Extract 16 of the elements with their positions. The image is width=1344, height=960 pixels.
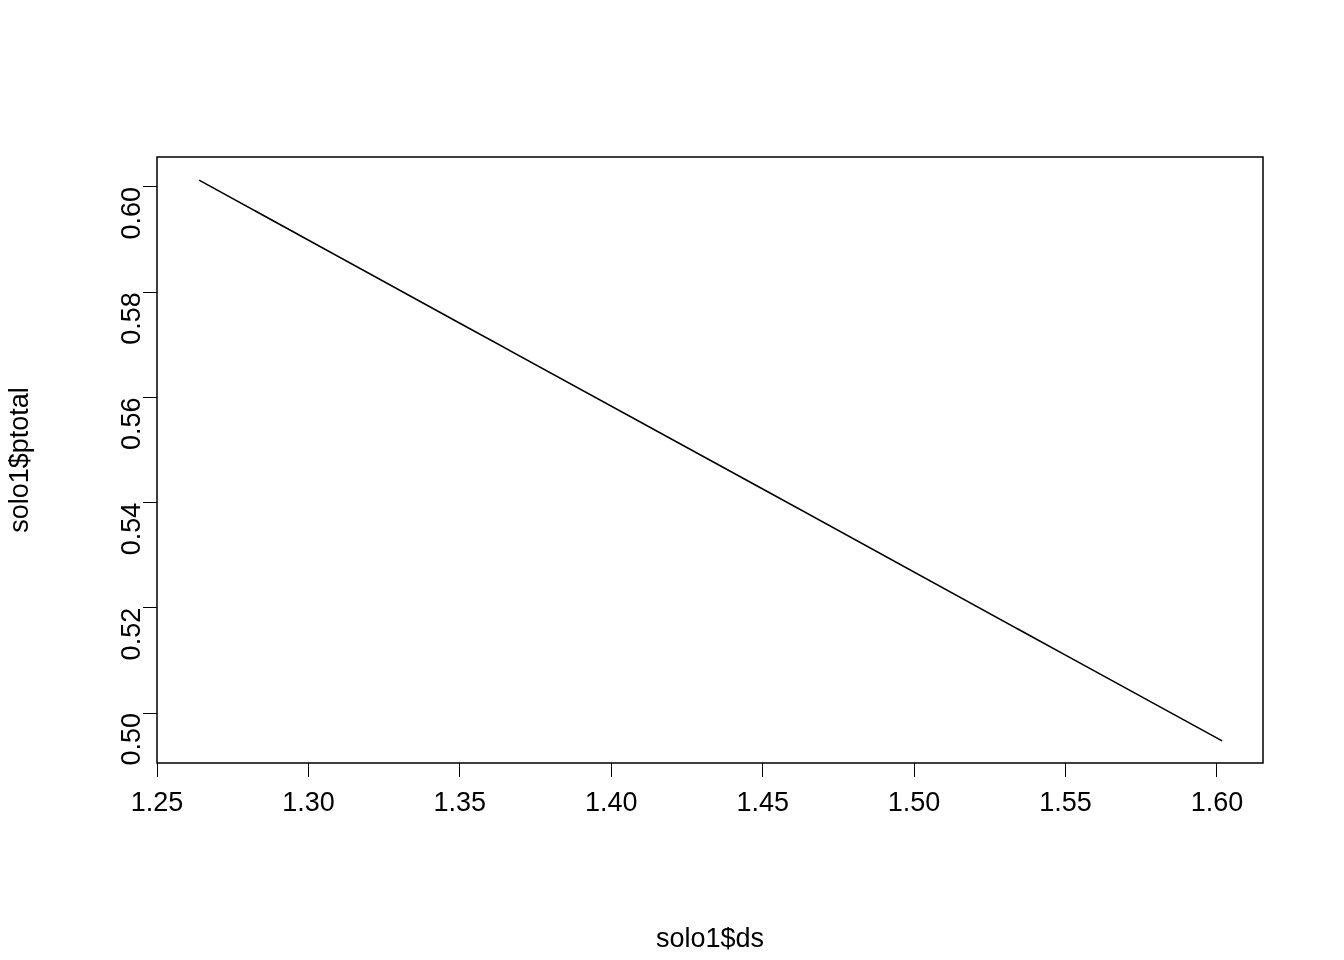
y-axis-title: solo1$ptotal — [3, 387, 34, 533]
x-tick-label: 1.30 — [282, 786, 335, 817]
x-tick-label: 1.40 — [584, 786, 638, 817]
y-tick-label: 0.58 — [116, 292, 147, 345]
x-tick-label: 1.45 — [736, 786, 789, 817]
x-tick-label: 1.25 — [130, 786, 184, 817]
y-tick-label: 0.60 — [116, 186, 147, 240]
x-tick-label: 1.50 — [887, 786, 941, 817]
x-tick-label: 1.60 — [1190, 786, 1244, 817]
x-axis-title: solo1$ds — [655, 923, 765, 954]
y-tick-label: 0.50 — [116, 713, 147, 766]
y-tick-label: 0.54 — [116, 502, 147, 556]
y-tick-label: 0.56 — [116, 397, 147, 450]
y-tick-label: 0.52 — [116, 607, 147, 661]
x-tick-label: 1.35 — [433, 786, 487, 817]
x-tick-label: 1.55 — [1039, 786, 1092, 817]
